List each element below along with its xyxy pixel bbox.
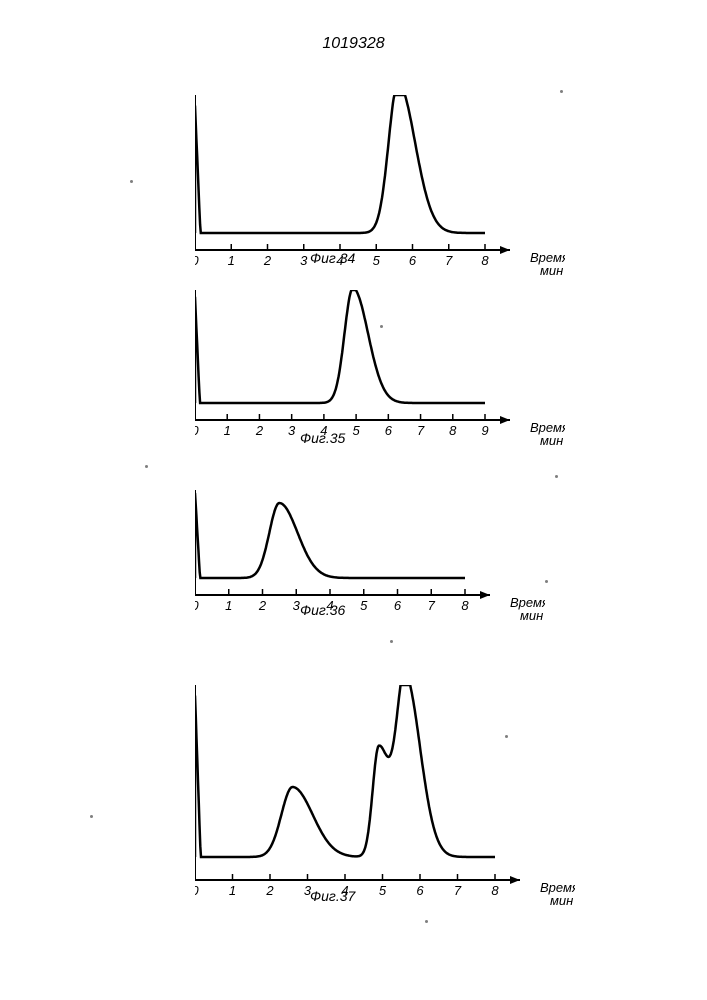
x-tick-label: 2 bbox=[255, 423, 264, 438]
x-arrow bbox=[500, 416, 510, 424]
x-tick-label: 1 bbox=[228, 253, 235, 268]
x-tick-label: 5 bbox=[373, 253, 381, 268]
x-tick-label: 1 bbox=[225, 598, 232, 613]
figure-caption-fig35: Фиг.35 bbox=[300, 430, 345, 446]
x-axis-label-unit: мин bbox=[540, 263, 563, 278]
chart-fig35: 0123456789Время,мин bbox=[195, 290, 565, 455]
x-axis-label-unit: мин bbox=[540, 433, 563, 448]
x-tick-label: 8 bbox=[461, 598, 469, 613]
x-tick-label: 6 bbox=[409, 253, 417, 268]
x-arrow bbox=[480, 591, 490, 599]
x-tick-label: 5 bbox=[352, 423, 360, 438]
x-arrow bbox=[500, 246, 510, 254]
chromatogram-svg: 0123456789Время,мин bbox=[195, 290, 565, 450]
x-tick-label: 2 bbox=[265, 883, 274, 898]
x-tick-label: 1 bbox=[224, 423, 231, 438]
x-tick-label: 2 bbox=[258, 598, 267, 613]
chart-fig36: 012345678Время,мин bbox=[195, 490, 545, 630]
x-tick-label: 9 bbox=[481, 423, 488, 438]
x-tick-label: 1 bbox=[229, 883, 236, 898]
x-tick-label: 0 bbox=[195, 883, 199, 898]
peak-curve bbox=[195, 493, 465, 578]
x-tick-label: 5 bbox=[379, 883, 387, 898]
x-axis-label-unit: мин bbox=[550, 893, 573, 908]
figure-caption-fig37: Фиг.37 bbox=[310, 888, 355, 904]
x-tick-label: 6 bbox=[385, 423, 393, 438]
x-tick-label: 7 bbox=[417, 423, 425, 438]
x-tick-label: 2 bbox=[263, 253, 272, 268]
x-tick-label: 8 bbox=[491, 883, 499, 898]
x-tick-label: 0 bbox=[195, 253, 199, 268]
chromatogram-svg: 012345678Время,мин bbox=[195, 685, 575, 910]
x-tick-label: 0 bbox=[195, 598, 199, 613]
page-number: 1019328 bbox=[322, 35, 384, 53]
peak-curve bbox=[195, 95, 485, 233]
x-tick-label: 8 bbox=[449, 423, 457, 438]
x-tick-label: 3 bbox=[300, 253, 308, 268]
peak-curve bbox=[195, 290, 485, 403]
x-tick-label: 7 bbox=[428, 598, 436, 613]
chart-fig34: 012345678Время,мин bbox=[195, 95, 565, 285]
figure-caption-fig36: Фиг.36 bbox=[300, 602, 345, 618]
x-tick-label: 5 bbox=[360, 598, 368, 613]
x-tick-label: 7 bbox=[445, 253, 453, 268]
x-tick-label: 0 bbox=[195, 423, 199, 438]
x-arrow bbox=[510, 876, 520, 884]
x-tick-label: 7 bbox=[454, 883, 462, 898]
chromatogram-svg: 012345678Время,мин bbox=[195, 490, 545, 625]
x-tick-label: 3 bbox=[288, 423, 296, 438]
chromatogram-svg: 012345678Время,мин bbox=[195, 95, 565, 280]
x-tick-label: 6 bbox=[416, 883, 424, 898]
x-axis-label-unit: мин bbox=[520, 608, 543, 623]
figure-caption-fig34: Фиг.34 bbox=[310, 250, 355, 266]
peak-curve bbox=[195, 685, 495, 857]
x-tick-label: 6 bbox=[394, 598, 402, 613]
x-tick-label: 8 bbox=[481, 253, 489, 268]
chart-fig37: 012345678Время,мин bbox=[195, 685, 575, 915]
